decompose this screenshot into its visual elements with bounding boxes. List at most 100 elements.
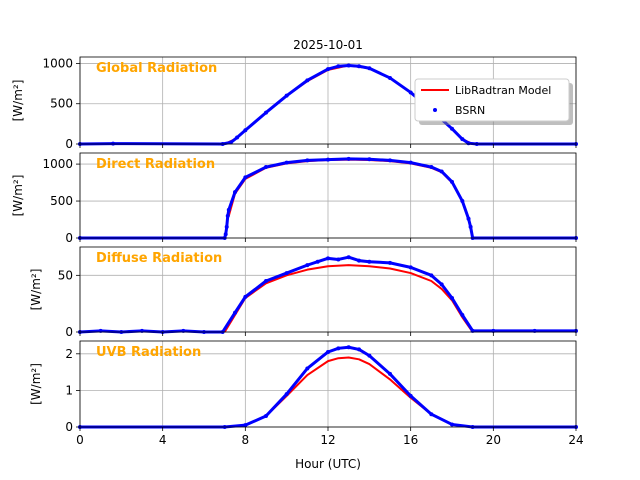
x-tick-label: 4 (159, 433, 167, 447)
bsrn-point (243, 128, 248, 133)
panel-label: UVB Radiation (96, 345, 201, 360)
y-axis-label: [W/m²] (11, 80, 25, 122)
y-axis-label: [W/m²] (29, 269, 43, 311)
bsrn-point (243, 294, 248, 299)
x-tick-label: 20 (486, 433, 501, 447)
x-tick-label: 12 (320, 433, 335, 447)
bsrn-point (408, 90, 413, 95)
x-tick-label: 0 (76, 433, 84, 447)
bsrn-point (315, 259, 320, 264)
bsrn-point (357, 347, 361, 352)
bsrn-point (408, 160, 413, 165)
bsrn-point (388, 75, 392, 80)
bsrn-point (326, 157, 330, 162)
bsrn-point (223, 232, 228, 237)
series-bsrn (78, 156, 578, 240)
y-tick-label: 1000 (42, 157, 73, 171)
bsrn-point (243, 175, 248, 180)
legend-box (414, 78, 570, 122)
bsrn-point (346, 255, 351, 260)
bsrn-point (225, 213, 230, 218)
bsrn-point (284, 392, 289, 397)
bsrn-point (326, 349, 330, 354)
bsrn-point (367, 157, 372, 162)
y-tick-label: 500 (50, 194, 73, 208)
bsrn-point (233, 190, 237, 195)
bsrn-point (305, 158, 310, 163)
bsrn-point (336, 64, 341, 69)
bsrn-point (284, 271, 289, 276)
panel-label: Diffuse Radiation (96, 251, 222, 266)
bsrn-point (264, 165, 268, 170)
panel-label: Direct Radiation (96, 157, 215, 172)
legend-entry-label: BSRN (455, 104, 485, 117)
bsrn-point (367, 353, 372, 358)
bsrn-point (429, 412, 434, 417)
legend-dot-marker (433, 108, 437, 112)
bsrn-point (264, 279, 268, 283)
bsrn-point (243, 423, 248, 428)
bsrn-point (388, 371, 392, 376)
bsrn-point (450, 422, 454, 427)
x-tick-label: 24 (568, 433, 583, 447)
bsrn-point (111, 141, 116, 146)
bsrn-point (346, 156, 351, 161)
y-tick-label: 500 (50, 97, 73, 111)
y-tick-label: 0 (65, 231, 73, 245)
bsrn-point (284, 93, 289, 98)
bsrn-point (326, 67, 330, 72)
bsrn-point (346, 63, 351, 68)
bsrn-point (460, 313, 465, 317)
panel-1: 0 500 1000 [W/m²] Global Radiation (11, 56, 578, 151)
panel-label: Global Radiation (96, 61, 217, 76)
bsrn-point (450, 179, 454, 184)
y-tick-label: 0 (65, 137, 73, 151)
panel-3: 0 50 [W/m²] Diffuse Radiation (29, 246, 578, 339)
bsrn-point (439, 282, 444, 287)
bsrn-point (336, 346, 341, 351)
bsrn-point (305, 78, 310, 83)
bsrn-point (466, 216, 471, 221)
bsrn-point (326, 256, 330, 261)
bsrn-point (357, 258, 361, 263)
bsrn-point (388, 158, 392, 163)
bsrn-point (460, 137, 465, 142)
bsrn-point (346, 345, 351, 350)
y-tick-label: 1 (65, 383, 73, 397)
bsrn-point (305, 263, 310, 268)
bsrn-point (450, 296, 454, 300)
bsrn-point (408, 265, 413, 270)
bsrn-point (450, 126, 454, 131)
panel-2: 0 500 1000 [W/m²] Direct Radiation (11, 152, 578, 245)
bsrn-point (264, 414, 268, 419)
bsrn-point (305, 366, 310, 371)
bsrn-point (235, 135, 240, 140)
bsrn-point (226, 207, 231, 212)
y-axis-label: [W/m²] (11, 175, 25, 217)
x-tick-label: 16 (403, 433, 418, 447)
y-tick-label: 50 (58, 268, 73, 282)
legend-entry-label: LibRadtran Model (455, 84, 551, 97)
bsrn-trace (79, 63, 576, 146)
y-tick-label: 2 (65, 347, 73, 361)
bsrn-point (224, 224, 229, 229)
bsrn-point (429, 165, 434, 170)
x-tick-label: 8 (242, 433, 250, 447)
legend: LibRadtran Model BSRN (414, 78, 573, 125)
bsrn-point (466, 141, 471, 146)
bsrn-point (388, 260, 392, 265)
bsrn-point (367, 66, 372, 71)
y-tick-label: 1000 (42, 56, 73, 70)
bsrn-point (284, 160, 289, 165)
bsrn-point (264, 110, 268, 115)
bsrn-point (460, 199, 465, 204)
bsrn-point (357, 64, 361, 69)
bsrn-point (429, 273, 434, 278)
y-tick-label: 0 (65, 420, 73, 434)
figure-title: 2025-10-01 (293, 38, 363, 52)
bsrn-point (367, 259, 372, 264)
bsrn-point (233, 310, 237, 315)
